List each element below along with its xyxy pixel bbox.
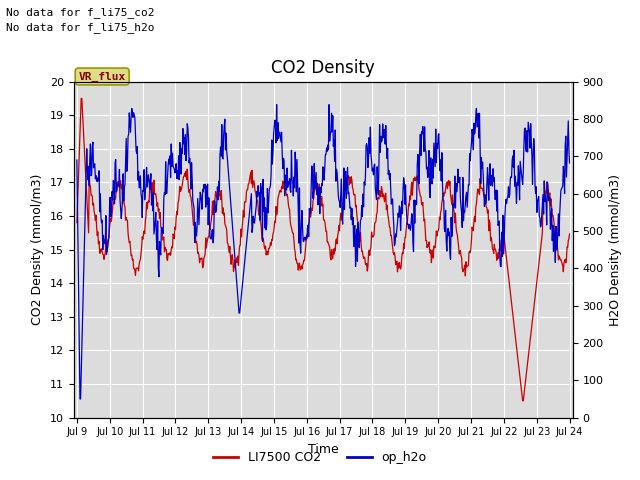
Title: CO2 Density: CO2 Density — [271, 59, 375, 77]
Legend: LI7500 CO2, op_h2o: LI7500 CO2, op_h2o — [209, 446, 431, 469]
X-axis label: Time: Time — [308, 443, 339, 456]
Text: VR_flux: VR_flux — [79, 72, 126, 82]
Y-axis label: H2O Density (mmol/m3): H2O Density (mmol/m3) — [609, 174, 622, 325]
Text: No data for f_li75_h2o: No data for f_li75_h2o — [6, 22, 155, 33]
Y-axis label: CO2 Density (mmol/m3): CO2 Density (mmol/m3) — [31, 174, 44, 325]
Text: No data for f_li75_co2: No data for f_li75_co2 — [6, 7, 155, 18]
